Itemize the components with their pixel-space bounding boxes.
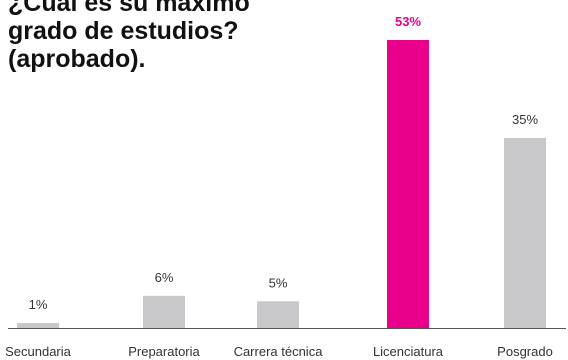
bar-posgrado xyxy=(504,137,546,329)
chart-title-line-2: grado de estudios? xyxy=(8,17,239,45)
value-labels-group: 1% 6% 5% 53% 35% xyxy=(29,14,539,312)
category-label: Preparatoria xyxy=(128,344,200,359)
chart-title-line-3: (aprobado). xyxy=(8,45,146,73)
category-labels-group: Secundaria Preparatoria Carrera técnica Lic… xyxy=(5,344,553,359)
value-label: 6% xyxy=(155,270,174,285)
bar-licenciatura xyxy=(387,40,429,329)
bar-carrera-técnica xyxy=(257,301,299,329)
category-label: Posgrado xyxy=(497,344,553,359)
chart-title: ¿Cuál es su máximo grado de estudios? (a… xyxy=(8,0,338,73)
value-label: 53% xyxy=(395,14,421,29)
chart-title-line-1: ¿Cuál es su máximo xyxy=(8,0,250,17)
category-label: Secundaria xyxy=(5,344,72,359)
category-label: Licenciatura xyxy=(373,344,444,359)
value-label: 5% xyxy=(269,275,288,290)
bar-secundaria xyxy=(17,323,59,329)
bars-group xyxy=(17,40,546,329)
value-label: 1% xyxy=(29,297,48,312)
category-label: Carrera técnica xyxy=(234,344,324,359)
value-label: 35% xyxy=(512,112,538,127)
bar-preparatoria xyxy=(143,295,185,329)
